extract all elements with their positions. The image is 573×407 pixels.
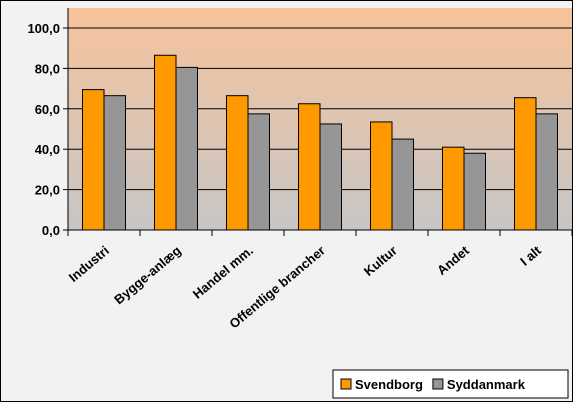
legend-box [332,369,569,399]
y-tick-label: 60,0 [35,102,60,117]
legend-swatch [340,378,352,390]
bar [319,123,342,231]
legend-label: Svendborg [355,377,423,392]
bar [175,66,198,231]
bar [154,54,177,231]
legend-swatch [432,378,444,390]
bar [103,95,126,231]
legend-label: Syddanmark [447,377,526,392]
bar [463,152,486,231]
y-tick-label: 0,0 [42,223,60,238]
bar [514,97,537,231]
y-tick-label: 20,0 [35,183,60,198]
bar [298,103,321,231]
y-tick-label: 40,0 [35,142,60,157]
bar [442,146,465,231]
bar [82,89,105,231]
bar [391,138,414,231]
bar [226,95,249,231]
bar [535,113,558,231]
y-tick-label: 80,0 [35,61,60,76]
bar [247,113,270,231]
bar [370,121,393,231]
y-tick-label: 100,0 [27,21,60,36]
